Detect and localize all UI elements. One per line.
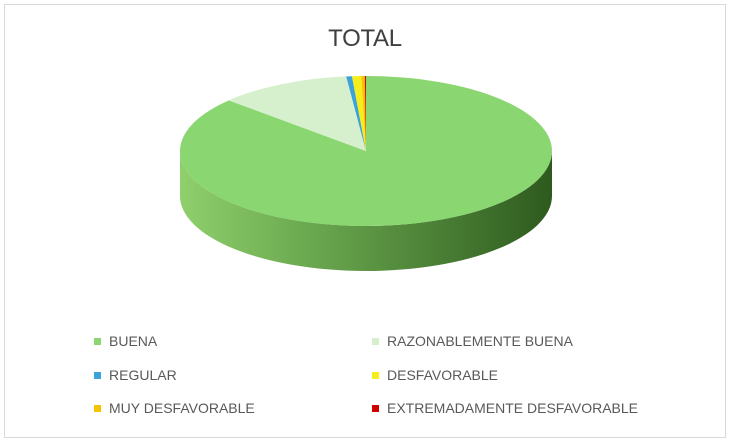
pie-slice-extremadamente-desfavorable <box>364 76 366 151</box>
pie-side-buena <box>180 151 552 271</box>
pie-top-face <box>179 76 552 226</box>
pie-slice-razonablemente-buena <box>228 76 366 151</box>
pie-side-wall <box>180 151 552 271</box>
pie-chart <box>179 76 552 271</box>
pie-slice-muy-desfavorable <box>361 76 366 151</box>
pie-slice-desfavorable <box>351 76 366 151</box>
pie-slice-regular <box>346 76 366 151</box>
chart-area: TOTAL BUENA RAZONABLEMENTE BUENA REGULAR DE… <box>4 4 726 438</box>
chart-title: TOTAL <box>328 25 402 52</box>
